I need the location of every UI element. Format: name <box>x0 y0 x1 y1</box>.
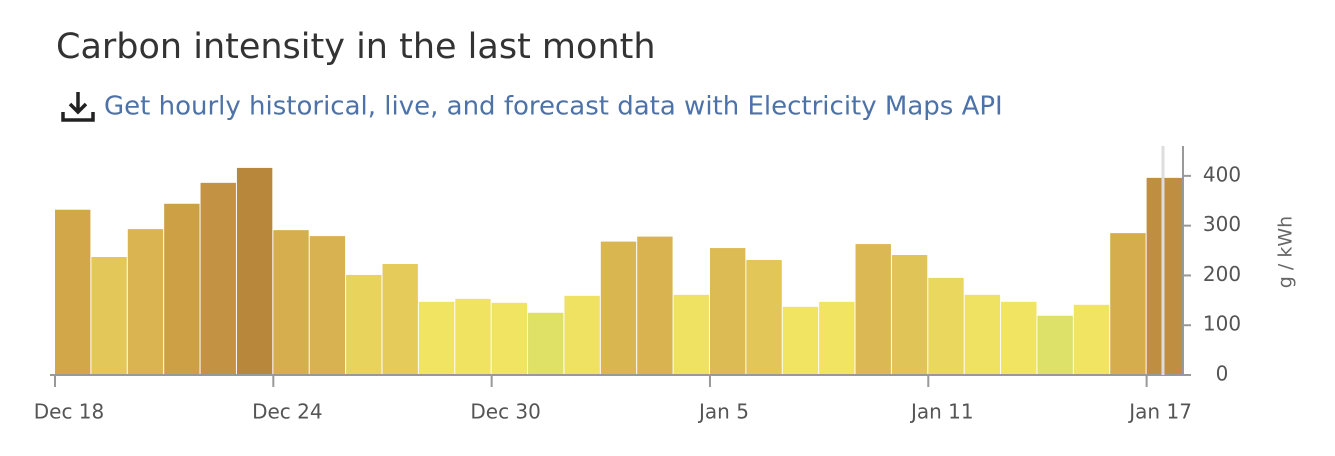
bar <box>55 209 91 375</box>
download-icon[interactable] <box>61 92 95 122</box>
bar <box>709 248 746 375</box>
bar <box>600 241 637 375</box>
bar <box>637 236 673 375</box>
bar <box>91 257 127 375</box>
x-tick-label: Dec 30 <box>470 400 541 424</box>
bar <box>382 263 418 375</box>
bar <box>418 301 455 375</box>
bar <box>673 294 709 375</box>
bar <box>491 302 528 375</box>
y-tick-label: 300 <box>1203 212 1241 236</box>
bar <box>455 298 491 375</box>
bar <box>746 260 782 375</box>
bar <box>1073 304 1110 375</box>
y-tick-label: 200 <box>1203 262 1241 286</box>
y-tick-label: 400 <box>1203 162 1241 186</box>
bar <box>1001 301 1037 375</box>
bar <box>1037 315 1073 375</box>
bar <box>164 203 200 375</box>
bar <box>1110 233 1146 375</box>
bar <box>855 244 891 375</box>
x-tick-label: Dec 18 <box>34 400 105 424</box>
chart-title: Carbon intensity in the last month <box>56 27 656 67</box>
bar <box>346 274 382 375</box>
bar <box>564 295 600 375</box>
y-axis-label: g / kWh <box>1275 216 1297 288</box>
bar <box>127 229 164 375</box>
api-link[interactable]: Get hourly historical, live, and forecas… <box>104 92 1003 122</box>
bar <box>928 277 964 375</box>
bar <box>273 230 309 375</box>
bar <box>309 236 346 375</box>
bar <box>891 255 928 375</box>
y-tick-label: 100 <box>1203 312 1241 336</box>
bar <box>782 306 819 375</box>
x-tick-label: Dec 24 <box>252 400 323 424</box>
bar <box>200 182 236 375</box>
x-tick-label: Jan 5 <box>697 400 749 424</box>
bar <box>819 301 855 375</box>
bar <box>964 294 1001 375</box>
x-tick-label: Jan 11 <box>909 400 974 424</box>
bar <box>236 167 273 375</box>
x-tick-label: Jan 17 <box>1127 400 1192 424</box>
y-tick-label: 0 <box>1216 362 1229 386</box>
bar <box>528 312 564 375</box>
